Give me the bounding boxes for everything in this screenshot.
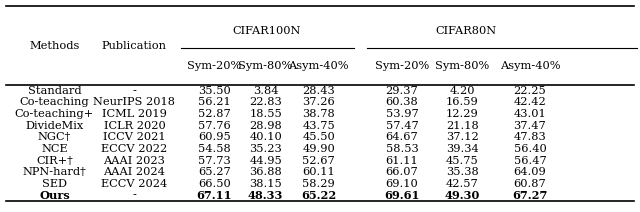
Text: SED: SED (42, 179, 67, 189)
Text: 42.42: 42.42 (513, 97, 547, 107)
Text: 45.75: 45.75 (445, 156, 479, 166)
Text: 22.83: 22.83 (249, 97, 282, 107)
Text: Asym-40%: Asym-40% (500, 61, 560, 71)
Text: 57.73: 57.73 (198, 156, 231, 166)
Text: 56.21: 56.21 (198, 97, 231, 107)
Text: Sym-80%: Sym-80% (239, 61, 292, 71)
Text: 66.07: 66.07 (385, 167, 419, 177)
Text: 52.67: 52.67 (302, 156, 335, 166)
Text: 67.27: 67.27 (512, 190, 548, 201)
Text: 58.29: 58.29 (302, 179, 335, 189)
Text: 38.78: 38.78 (302, 109, 335, 119)
Text: 64.09: 64.09 (513, 167, 547, 177)
Text: Methods: Methods (29, 40, 79, 51)
Text: 28.43: 28.43 (302, 86, 335, 96)
Text: NGC†: NGC† (38, 132, 71, 142)
Text: CIFAR100N: CIFAR100N (232, 26, 301, 36)
Text: 67.11: 67.11 (196, 190, 232, 201)
Text: AAAI 2023: AAAI 2023 (104, 156, 165, 166)
Text: AAAI 2024: AAAI 2024 (104, 167, 165, 177)
Text: 64.67: 64.67 (385, 132, 419, 142)
Text: 56.47: 56.47 (513, 156, 547, 166)
Text: DivideMix: DivideMix (25, 121, 84, 131)
Text: Sym-20%: Sym-20% (188, 61, 241, 71)
Text: 57.76: 57.76 (198, 121, 231, 131)
Text: 35.38: 35.38 (445, 167, 479, 177)
Text: 58.53: 58.53 (385, 144, 419, 154)
Text: 60.87: 60.87 (513, 179, 547, 189)
Text: 65.22: 65.22 (301, 190, 337, 201)
Text: 49.30: 49.30 (444, 190, 480, 201)
Text: CIFAR80N: CIFAR80N (435, 26, 497, 36)
Text: 16.59: 16.59 (445, 97, 479, 107)
Text: 47.83: 47.83 (513, 132, 547, 142)
Text: 22.25: 22.25 (513, 86, 547, 96)
Text: Asym-40%: Asym-40% (289, 61, 349, 71)
Text: -: - (132, 86, 136, 96)
Text: 54.58: 54.58 (198, 144, 231, 154)
Text: 45.50: 45.50 (302, 132, 335, 142)
Text: 49.90: 49.90 (302, 144, 335, 154)
Text: 39.34: 39.34 (445, 144, 479, 154)
Text: ECCV 2022: ECCV 2022 (101, 144, 168, 154)
Text: 53.97: 53.97 (385, 109, 419, 119)
Text: 69.10: 69.10 (385, 179, 419, 189)
Text: 29.37: 29.37 (385, 86, 419, 96)
Text: 57.47: 57.47 (385, 121, 419, 131)
Text: 43.01: 43.01 (513, 109, 547, 119)
Text: -: - (132, 191, 136, 201)
Text: 69.61: 69.61 (384, 190, 420, 201)
Text: CIR+†: CIR+† (36, 156, 73, 166)
Text: 37.26: 37.26 (302, 97, 335, 107)
Text: ECCV 2024: ECCV 2024 (101, 179, 168, 189)
Text: 36.88: 36.88 (249, 167, 282, 177)
Text: NCE: NCE (41, 144, 68, 154)
Text: 37.12: 37.12 (445, 132, 479, 142)
Text: 3.84: 3.84 (253, 86, 278, 96)
Text: 21.18: 21.18 (445, 121, 479, 131)
Text: Co-teaching: Co-teaching (20, 97, 89, 107)
Text: 56.40: 56.40 (513, 144, 547, 154)
Text: Sym-80%: Sym-80% (435, 61, 489, 71)
Text: 18.55: 18.55 (249, 109, 282, 119)
Text: ICML 2019: ICML 2019 (102, 109, 167, 119)
Text: 48.33: 48.33 (248, 190, 284, 201)
Text: 38.15: 38.15 (249, 179, 282, 189)
Text: ICCV 2021: ICCV 2021 (103, 132, 166, 142)
Text: 35.23: 35.23 (249, 144, 282, 154)
Text: 42.57: 42.57 (445, 179, 479, 189)
Text: Sym-20%: Sym-20% (375, 61, 429, 71)
Text: 44.95: 44.95 (249, 156, 282, 166)
Text: 43.75: 43.75 (302, 121, 335, 131)
Text: 60.38: 60.38 (385, 97, 419, 107)
Text: 66.50: 66.50 (198, 179, 231, 189)
Text: 60.11: 60.11 (302, 167, 335, 177)
Text: NPN-hard†: NPN-hard† (22, 167, 86, 177)
Text: 28.98: 28.98 (249, 121, 282, 131)
Text: ICLR 2020: ICLR 2020 (104, 121, 165, 131)
Text: 61.11: 61.11 (385, 156, 419, 166)
Text: 37.47: 37.47 (513, 121, 547, 131)
Text: Co-teaching+: Co-teaching+ (15, 109, 94, 119)
Text: 52.87: 52.87 (198, 109, 231, 119)
Text: 40.10: 40.10 (249, 132, 282, 142)
Text: 35.50: 35.50 (198, 86, 231, 96)
Text: NeurIPS 2018: NeurIPS 2018 (93, 97, 175, 107)
Text: 65.27: 65.27 (198, 167, 231, 177)
Text: 4.20: 4.20 (449, 86, 475, 96)
Text: Ours: Ours (39, 190, 70, 201)
Text: 12.29: 12.29 (445, 109, 479, 119)
Text: 60.95: 60.95 (198, 132, 231, 142)
Text: Publication: Publication (102, 40, 167, 51)
Text: Standard: Standard (28, 86, 81, 96)
